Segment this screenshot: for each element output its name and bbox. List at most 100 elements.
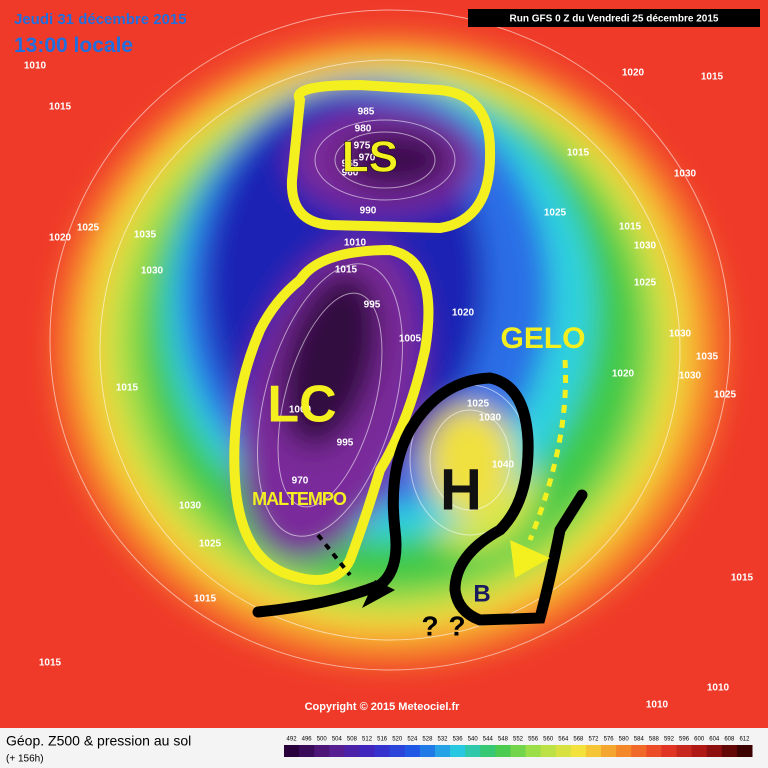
- colorbar-swatch: [646, 745, 662, 757]
- colorbar-tick-label: 524: [407, 737, 418, 743]
- isobar-label: 1030: [479, 413, 502, 424]
- colorbar-swatch: [525, 745, 542, 757]
- isobars: [49, 9, 731, 671]
- colorbar-tick-label: 568: [573, 737, 584, 743]
- annotation-question: ?: [421, 610, 438, 641]
- isobar-label: 980: [355, 124, 372, 135]
- maltempo-arrow: [316, 533, 352, 577]
- colorbar-tick-label: 536: [453, 737, 464, 743]
- isobar-label: 1015: [116, 383, 139, 394]
- isobar-label: 1015: [701, 72, 724, 83]
- isobar-label: 1030: [669, 329, 692, 340]
- isobar-label: 1020: [49, 233, 72, 244]
- isobar-label: 960: [342, 168, 359, 179]
- colorbar-swatch: [389, 745, 406, 757]
- colorbar-tick-label: 580: [619, 737, 630, 743]
- colorbar-tick-label: 560: [543, 737, 554, 743]
- isobar-label: 1020: [452, 308, 475, 319]
- isobar-label: 970: [359, 153, 376, 164]
- colorbar-swatch: [585, 745, 602, 757]
- colorbar-swatch: [510, 745, 527, 757]
- colorbar-tick-label: 544: [483, 737, 494, 743]
- colorbar-tick-label: 596: [679, 737, 690, 743]
- colorbar-swatch: [419, 745, 436, 757]
- legend-lead-time: (+ 156h): [6, 754, 44, 765]
- isobar-label: 995: [364, 300, 381, 311]
- isobar-label: 1000: [289, 405, 312, 416]
- isobar-label: 1025: [544, 208, 567, 219]
- colorbar-swatch: [465, 745, 481, 757]
- isobar-label: 1015: [49, 102, 72, 113]
- colorbar-swatch: [284, 745, 300, 757]
- isobar-labels: 1010 1015 1020 1025 1035 1030 1015 1030 1025 1015…: [24, 61, 754, 711]
- colorbar-tick-label: 588: [649, 737, 660, 743]
- legend-title: Géop. Z500 & pression au sol: [6, 733, 191, 749]
- isobar-label: 1025: [77, 223, 100, 234]
- isobar-label: 975: [354, 141, 371, 152]
- colorbar-tick-label: 576: [604, 737, 615, 743]
- colorbar-swatch: [434, 745, 451, 757]
- isobar-label: 1030: [634, 241, 657, 252]
- annotation-loops: [229, 79, 496, 585]
- colorbar-swatch: [570, 745, 587, 757]
- colorbar-tick-label: 604: [709, 737, 720, 743]
- colorbar-swatch: [450, 745, 466, 757]
- colorbar-tick-label: 528: [422, 737, 433, 743]
- colorbar-swatch: [631, 745, 647, 757]
- annotation-gelo: GELO: [500, 322, 585, 355]
- isobar-label: 1035: [696, 352, 719, 363]
- isobar-label: 1025: [634, 278, 657, 289]
- colorbar-tick-label: 508: [347, 737, 358, 743]
- map-date: Jeudi 31 décembre 2015: [14, 11, 187, 28]
- annotation-question: ?: [448, 610, 465, 641]
- isobar-label: 1015: [39, 658, 62, 669]
- isobar-label: 990: [360, 206, 377, 217]
- annotation-ls: LS: [342, 133, 398, 182]
- colorbar-swatch: [540, 745, 557, 757]
- colorbar-swatch: [601, 745, 617, 757]
- isobar-label: 1005: [399, 334, 422, 345]
- colorbar-tick-label: 612: [739, 737, 750, 743]
- colorbar-tick-label: 556: [528, 737, 539, 743]
- colorbar-tick-label: 600: [694, 737, 705, 743]
- colorbar-swatch: [495, 745, 511, 757]
- isobar-label: 1010: [707, 683, 730, 694]
- isobar-label: 985: [358, 107, 375, 118]
- isobar-label: 1025: [199, 539, 222, 550]
- isobar-label: 1015: [619, 222, 642, 233]
- colorbar-tick-label: 520: [392, 737, 403, 743]
- isobar-label: 995: [337, 438, 354, 449]
- isobar-label: 1030: [141, 266, 164, 277]
- colorbar-tick-label: 552: [513, 737, 524, 743]
- colorbar-tick-label: 532: [438, 737, 449, 743]
- run-banner: [468, 9, 760, 27]
- isobar-label: 1020: [612, 369, 635, 380]
- colorbar-tick-label: 548: [498, 737, 509, 743]
- colorbar-swatch: [676, 745, 693, 757]
- colorbar-tick-label: 500: [317, 737, 328, 743]
- colorbar-swatch: [721, 745, 738, 757]
- isobar-label: 1035: [134, 230, 157, 241]
- colorbar-swatch: [314, 745, 330, 757]
- front-arrow: [362, 580, 395, 608]
- colorbar-tick-label: 516: [377, 737, 388, 743]
- colorbar-swatch: [329, 745, 345, 757]
- isobar-label: 1020: [622, 68, 645, 79]
- isobar-label: 1025: [714, 390, 737, 401]
- colorbar-tick-label: 496: [302, 737, 313, 743]
- colorbar: 492 496 500 504 508 512 516 520 524 528 532 536 540 5…: [284, 737, 753, 757]
- isobar-label: 1030: [179, 501, 202, 512]
- colorbar-swatch: [555, 745, 572, 757]
- colorbar-swatch: [480, 745, 496, 757]
- colorbar-tick-label: 540: [468, 737, 479, 743]
- colorbar-tick-label: 584: [634, 737, 645, 743]
- geopotential-field: [0, 0, 768, 728]
- annotation-maltempo: MALTEMPO: [252, 489, 347, 509]
- annotation-lc: LC: [267, 376, 336, 434]
- isobar-label: 1015: [194, 594, 217, 605]
- colorbar-swatch: [404, 745, 421, 757]
- isobar-label: 1010: [24, 61, 47, 72]
- colorbar-swatch: [691, 745, 708, 757]
- isobar-label: 1030: [679, 371, 702, 382]
